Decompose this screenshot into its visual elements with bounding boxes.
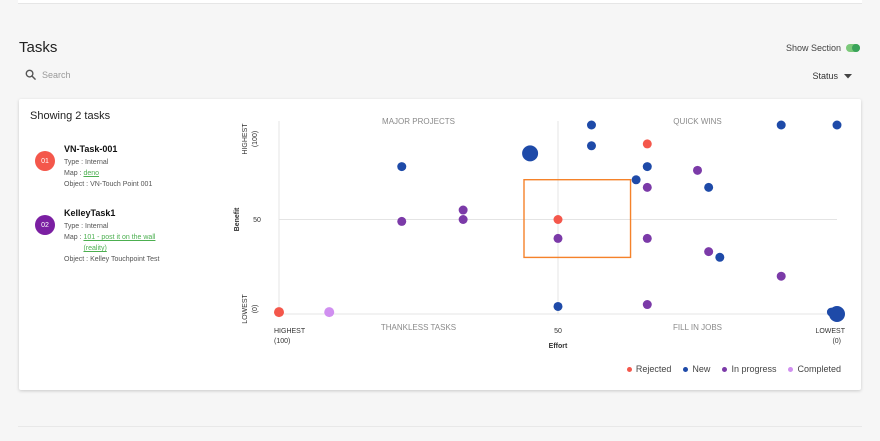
task-point-in-progress[interactable] [458,215,468,224]
task-point-in-progress[interactable] [642,182,652,192]
task-point-new[interactable] [553,301,563,311]
task-item[interactable]: 02 KelleyTask1 Type : Internal Map : 101… [35,207,159,265]
task-point-in-progress[interactable] [642,300,652,310]
task-point-new[interactable] [704,182,714,192]
legend-item-rejected[interactable]: Rejected [626,364,672,374]
task-point-new[interactable] [829,306,845,322]
task-point-new[interactable] [586,141,596,151]
task-map-link[interactable]: 101 - post it on the wall (reality) [83,234,156,252]
quadrant-label-quick-wins: QUICK WINS [673,117,721,126]
tasks-card: Showing 2 tasks 01 VN-Task-001 Type : In… [19,99,861,390]
previous-section-card [18,0,862,4]
quadrant-label-major-projects: MAJOR PROJECTS [382,117,455,126]
show-section-toggle[interactable]: Show Section [786,43,860,53]
task-name[interactable]: KelleyTask1 [64,208,116,218]
legend-dot [722,366,728,372]
task-point-in-progress[interactable] [642,233,652,243]
legend-item-completed[interactable]: Completed [788,364,841,374]
y-tick-label: 50 [253,217,261,224]
status-filter-label: Status [812,71,838,81]
show-section-label: Show Section [785,43,841,53]
legend-label: Rejected [635,364,672,374]
task-point-new[interactable] [832,120,842,130]
x-axis-title: Effort [549,343,568,350]
task-point-in-progress[interactable] [693,165,702,175]
task-point-rejected[interactable] [274,307,284,318]
legend-dot [626,366,632,372]
task-point-new[interactable] [397,162,407,172]
caret-down-icon [844,71,852,81]
task-point-rejected[interactable] [642,139,652,149]
tasks-count: Showing 2 tasks [30,110,111,122]
y-tick-label: HIGHEST [242,123,249,155]
task-map: Map : deno [64,170,100,177]
quadrant-label-thankless-tasks: THANKLESS TASKS [381,323,456,332]
task-point-new[interactable] [631,175,641,185]
status-filter-dropdown[interactable]: Status [812,71,852,81]
task-type: Type : Internal [64,159,109,166]
task-item[interactable]: 01 VN-Task-001 Type : Internal Map : den… [35,143,152,190]
y-axis-title: Benefit [234,207,241,231]
y-tick-label: LOWEST [242,293,249,323]
task-point-in-progress[interactable] [704,247,714,257]
x-tick-sublabel: (0) [832,338,841,345]
task-point-in-progress[interactable] [776,271,786,281]
task-point-new[interactable] [715,252,725,262]
effort-benefit-matrix: MAJOR PROJECTS QUICK WINS THANKLESS TASKS F… [234,117,846,350]
legend-label: In progress [731,364,777,374]
section-title: Tasks [19,39,58,56]
task-details: VN-Task-001 Type : Internal Map : deno O… [64,143,152,190]
task-details: KelleyTask1 Type : Internal Map : 101 - … [64,207,159,265]
x-tick-label: 50 [554,328,562,335]
task-number-badge: 01 [35,151,55,171]
search-icon [25,69,36,80]
task-type: Type : Internal [64,223,109,230]
legend-label: New [692,364,711,374]
task-name[interactable]: VN-Task-001 [64,144,118,154]
x-tick-label: LOWEST [815,328,845,335]
toggle-switch[interactable] [846,44,860,52]
task-number-badge: 02 [35,215,55,235]
selection-highlight-box [523,178,632,259]
next-section-divider [18,426,862,427]
task-point-in-progress[interactable] [397,216,407,226]
search-bar[interactable]: Search [25,69,71,80]
task-point-in-progress[interactable] [553,233,563,243]
y-tick-sublabel: (100) [252,131,259,147]
task-point-new[interactable] [586,120,596,130]
task-point-rejected[interactable] [553,215,563,224]
task-object: Object : Kelley Touchpoint Test [64,256,160,263]
task-point-new[interactable] [642,162,652,172]
y-tick-sublabel: (0) [252,305,259,314]
legend-dot [683,366,689,372]
chart-legend: Rejected New In progress Completed [626,364,841,374]
legend-dot [788,366,794,372]
task-point-new[interactable] [776,120,786,130]
task-point-in-progress[interactable] [458,205,468,215]
quadrant-label-fill-in-jobs: FILL IN JOBS [673,323,722,332]
task-object: Object : VN-Touch Point 001 [64,181,153,188]
legend-item-in-progress[interactable]: In progress [722,364,776,374]
task-point-new[interactable] [522,145,539,162]
task-point-completed[interactable] [324,307,335,318]
task-map: Map : 101 - post it on the wall (reality) [64,234,156,252]
search-input[interactable]: Search [42,69,71,80]
legend-label: Completed [797,364,841,374]
task-map-link[interactable]: deno [83,170,100,177]
x-tick-sublabel: (100) [274,338,290,345]
x-tick-label: HIGHEST [274,328,306,335]
legend-item-new[interactable]: New [683,364,710,374]
